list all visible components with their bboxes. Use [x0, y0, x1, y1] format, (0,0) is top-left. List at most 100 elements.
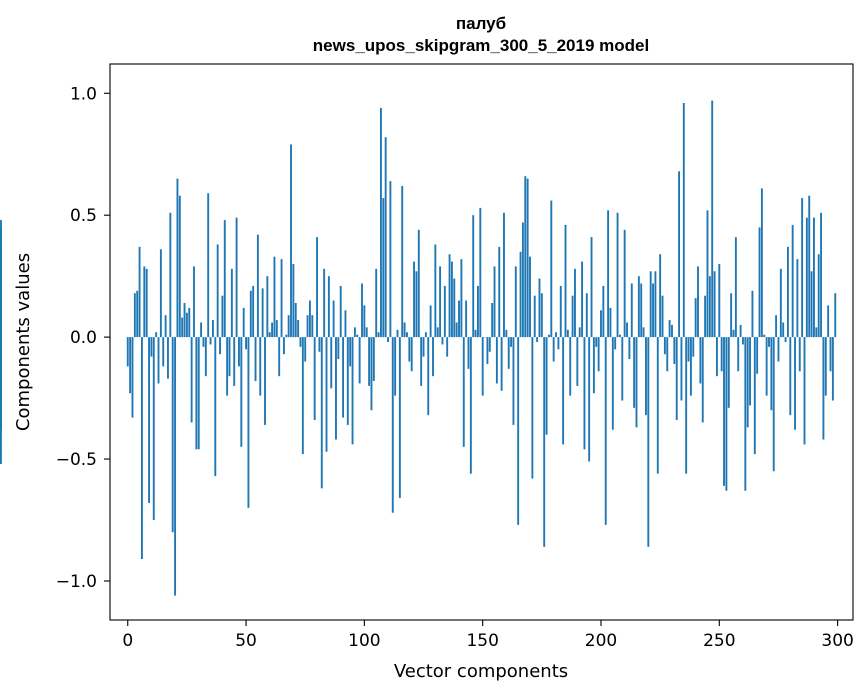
- bar-8: [145, 268, 148, 338]
- bar-113: [394, 337, 397, 396]
- bar-279: [786, 246, 789, 338]
- bar-68: [287, 315, 290, 338]
- bar-231: [673, 337, 676, 364]
- bar-29: [195, 337, 198, 450]
- bar-189: [574, 268, 576, 338]
- bar-124: [420, 337, 423, 386]
- bar-194: [585, 293, 588, 338]
- bar-13: [157, 337, 160, 384]
- bar-142: [462, 337, 465, 447]
- bar-30: [197, 337, 200, 450]
- bars-group: [0, 100, 837, 596]
- bar-253: [725, 337, 728, 491]
- bar-46: [235, 217, 238, 338]
- bar-220: [647, 337, 650, 547]
- bar-114: [396, 329, 399, 338]
- bar-12: [155, 332, 158, 338]
- bar-272: [770, 337, 773, 411]
- bar-18: [169, 212, 172, 338]
- chart-title: палуб: [456, 14, 506, 33]
- bar-233: [678, 171, 681, 338]
- bar-54: [254, 337, 257, 382]
- bar-276: [779, 268, 782, 338]
- bar-192: [581, 261, 584, 338]
- bar-249: [715, 337, 718, 377]
- bar-158: [500, 337, 503, 391]
- bar-100: [363, 305, 366, 338]
- bar-4: [136, 290, 139, 338]
- bar-36: [211, 320, 214, 338]
- x-tick-label: 150: [466, 631, 498, 651]
- bar-125: [422, 337, 425, 357]
- bar-140: [458, 300, 460, 338]
- bar-284: [798, 337, 801, 372]
- bar-111: [389, 181, 392, 338]
- bar-48: [240, 337, 243, 447]
- bar-88: [335, 337, 337, 440]
- bar-109: [384, 137, 387, 338]
- bar-223: [654, 271, 657, 338]
- x-tick-label: 0: [122, 631, 133, 651]
- bar-240: [694, 298, 697, 338]
- bar-41: [223, 220, 226, 338]
- bar-213: [630, 283, 633, 338]
- bar-299: [834, 293, 837, 338]
- chart-subtitle: news_upos_skipgram_300_5_2019 model: [313, 36, 649, 55]
- bar-106: [377, 332, 380, 338]
- bar-60: [268, 332, 271, 338]
- bar-28: [193, 266, 195, 338]
- bar-234: [680, 337, 683, 401]
- bar-176: [543, 337, 546, 547]
- bar-92: [344, 310, 347, 338]
- bar-22: [178, 195, 181, 338]
- bar-280: [789, 337, 792, 416]
- bar-252: [723, 337, 725, 486]
- bar-197: [592, 337, 595, 394]
- bar-246: [708, 276, 711, 338]
- bar-11: [152, 337, 155, 521]
- bar-297: [829, 337, 832, 372]
- bar-263: [749, 337, 752, 406]
- bar-81: [318, 337, 321, 352]
- bar-128: [429, 305, 432, 338]
- bar-294: [822, 337, 825, 440]
- bar-167: [521, 222, 524, 338]
- bar-135: [446, 337, 449, 357]
- bar-266: [756, 337, 759, 374]
- bar-217: [640, 283, 643, 338]
- bar-31: [200, 322, 203, 338]
- bar-288: [808, 195, 811, 338]
- bar-250: [718, 263, 721, 338]
- x-axis-label: Vector components: [394, 661, 568, 682]
- bar-undefined: [0, 337, 2, 396]
- bar-129: [432, 337, 434, 377]
- bar-173: [536, 337, 539, 342]
- bar-191: [578, 327, 581, 338]
- bar-242: [699, 337, 702, 384]
- bar-137: [450, 261, 453, 338]
- bar-75: [304, 337, 307, 362]
- bar-244: [704, 295, 707, 338]
- bar-131: [436, 327, 439, 338]
- bar-33: [204, 337, 207, 377]
- bar-160: [505, 329, 508, 338]
- bar-215: [635, 337, 638, 428]
- bar-238: [689, 337, 692, 396]
- bar-58: [264, 337, 266, 425]
- bar-149: [479, 207, 482, 338]
- bar-2: [131, 337, 134, 418]
- bar-138: [453, 278, 456, 338]
- bar-37: [214, 337, 217, 477]
- bar-78: [311, 315, 314, 338]
- bar-157: [498, 246, 501, 338]
- bar-241: [697, 266, 699, 338]
- bar-121: [413, 261, 416, 338]
- bar-255: [730, 293, 733, 338]
- bar-190: [576, 337, 579, 386]
- bar-47: [238, 337, 240, 367]
- bar-289: [810, 271, 813, 338]
- bar-61: [271, 322, 274, 338]
- bar-265: [753, 337, 756, 455]
- bar-205: [611, 337, 614, 430]
